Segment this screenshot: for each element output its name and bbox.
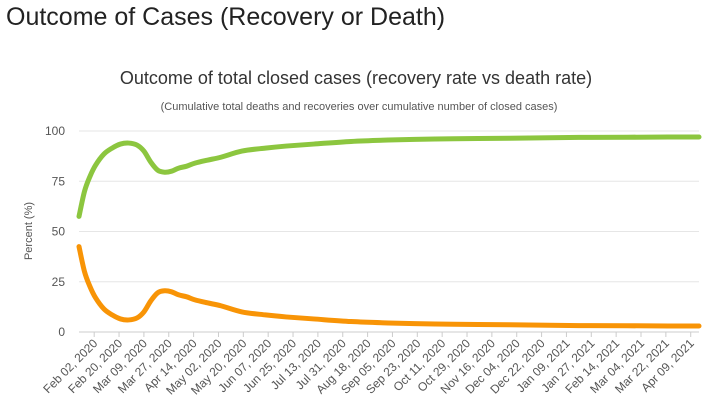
series-layer [76,134,702,329]
grid-layer: 0 25 50 75 100 [45,124,699,339]
page-heading: Outcome of Cases (Recovery or Death) [6,3,446,31]
y-tick-label: 50 [52,225,66,239]
death-rate-line [76,244,702,329]
chart-title: Outcome of total closed cases (recovery … [120,68,592,88]
y-tick-label: 75 [52,174,66,188]
y-tick-label: 100 [45,124,65,138]
y-tick-label: 0 [58,325,65,339]
y-axis-title: Percent (%) [23,202,35,260]
chart-subtitle: (Cumulative total deaths and recoveries … [161,101,558,113]
y-tick-label: 25 [52,275,66,289]
recovery-rate-line [76,134,702,219]
